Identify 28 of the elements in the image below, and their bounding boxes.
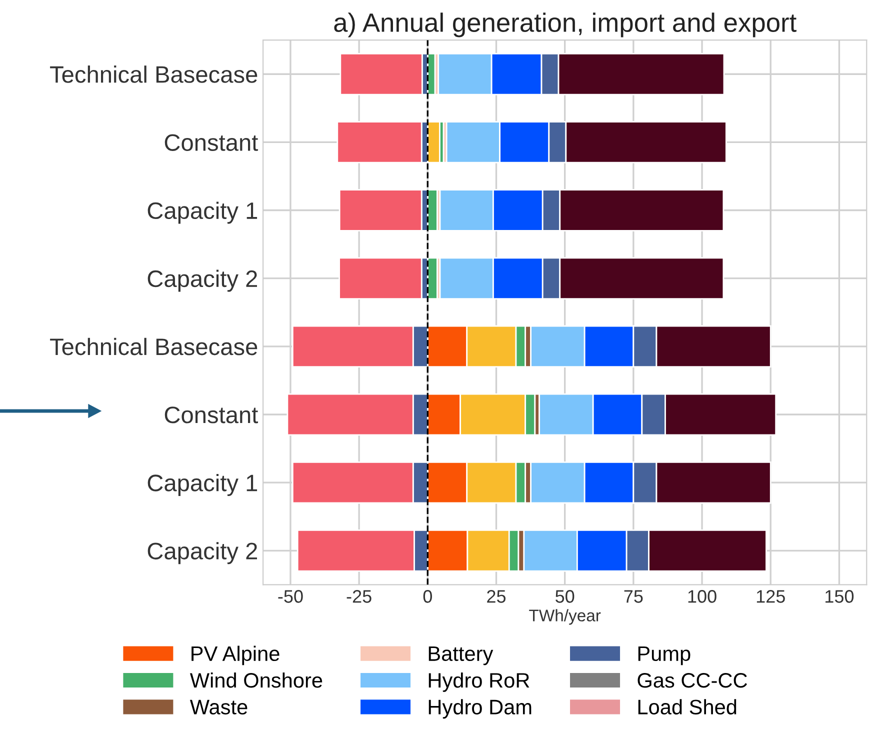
legend-label: Wind Onshore — [190, 672, 322, 688]
y-tick-label: Technical Basecase — [50, 66, 258, 83]
y-tick-label: Constant — [164, 134, 258, 151]
chart-title: a) Annual generation, import and export — [334, 12, 796, 38]
legend-label: PV Alpine — [192, 646, 280, 666]
legend-label: Hydro RoR — [428, 672, 530, 692]
legend-label: Waste — [190, 700, 248, 714]
y-tick-label: Capacity 2 — [148, 542, 257, 564]
y-tick-label: Constant — [164, 406, 258, 424]
legend-label: Load Shed — [638, 699, 736, 714]
x-axis-title: TWh/year — [529, 609, 601, 625]
x-tick-label: -50 — [278, 590, 303, 603]
legend-label: Gas CC-CC — [638, 673, 748, 688]
y-tick-label: Capacity 1 — [148, 474, 258, 496]
legend-label: Hydro Dam — [428, 699, 532, 719]
x-tick-label: 50 — [556, 590, 574, 603]
legend-label: Battery — [428, 646, 494, 666]
y-tick-label: Capacity 1 — [148, 202, 258, 224]
x-tick-label: 25 — [487, 590, 506, 603]
legend-label: Pump — [638, 646, 690, 666]
x-tick-label: 75 — [624, 590, 643, 603]
x-tick-label: 100 — [688, 590, 716, 603]
x-tick-label: -25 — [346, 590, 372, 603]
y-tick-label: Technical Basecase — [50, 338, 258, 356]
y-tick-label: Capacity 2 — [148, 270, 257, 292]
x-tick-label: 0 — [423, 590, 432, 603]
x-tick-label: 150 — [826, 590, 854, 603]
x-tick-label: 125 — [756, 590, 785, 603]
